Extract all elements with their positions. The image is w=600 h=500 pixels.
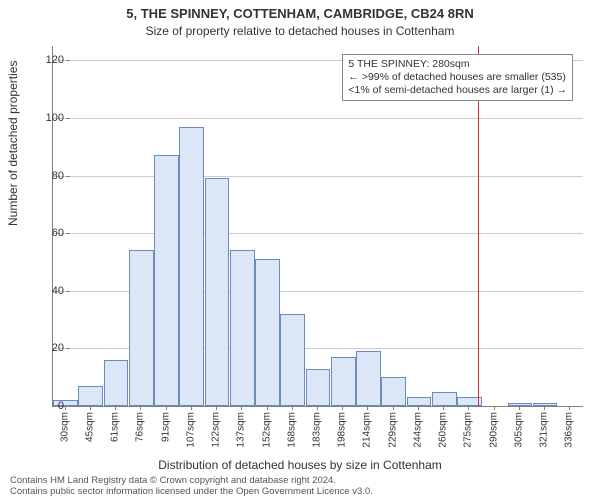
x-tick-label: 152sqm <box>261 412 272 448</box>
y-tick-label: 80 <box>34 170 64 182</box>
x-tick-mark <box>216 406 217 410</box>
histogram-bar <box>331 357 356 406</box>
x-tick-label: 107sqm <box>185 412 196 448</box>
x-tick-mark <box>267 406 268 410</box>
x-tick-label: 244sqm <box>412 412 423 448</box>
x-tick-label: 91sqm <box>160 412 171 442</box>
histogram-bar <box>381 377 406 406</box>
x-tick-mark <box>90 406 91 410</box>
x-tick-label: 137sqm <box>236 412 247 448</box>
histogram-bar <box>104 360 129 406</box>
annotation-line-2: ← >99% of detached houses are smaller (5… <box>348 71 567 84</box>
histogram-bar <box>230 250 255 406</box>
x-tick-label: 168sqm <box>286 412 297 448</box>
x-tick-label: 214sqm <box>362 412 373 448</box>
histogram-bar <box>432 392 457 406</box>
histogram-bar <box>78 386 103 406</box>
histogram-bar <box>129 250 154 406</box>
x-tick-mark <box>544 406 545 410</box>
x-tick-label: 61sqm <box>110 412 121 442</box>
annotation-box: 5 THE SPINNEY: 280sqm ← >99% of detached… <box>342 54 573 101</box>
histogram-bar <box>280 314 305 406</box>
chart-title-main: 5, THE SPINNEY, COTTENHAM, CAMBRIDGE, CB… <box>0 6 600 21</box>
histogram-bar <box>205 178 230 406</box>
histogram-bar <box>508 403 533 406</box>
histogram-bar <box>306 369 331 406</box>
x-tick-label: 305sqm <box>513 412 524 448</box>
chart-title-sub: Size of property relative to detached ho… <box>0 24 600 38</box>
x-tick-mark <box>494 406 495 410</box>
x-tick-mark <box>367 406 368 410</box>
gridline-h <box>53 233 583 234</box>
x-tick-mark <box>115 406 116 410</box>
y-axis-label: Number of detached properties <box>6 61 20 226</box>
histogram-bar <box>356 351 381 406</box>
property-size-histogram: 5, THE SPINNEY, COTTENHAM, CAMBRIDGE, CB… <box>0 0 600 500</box>
x-tick-mark <box>443 406 444 410</box>
y-tick-label: 40 <box>34 285 64 297</box>
y-tick-label: 60 <box>34 227 64 239</box>
histogram-bar <box>407 397 432 406</box>
x-tick-label: 45sqm <box>84 412 95 442</box>
y-tick-label: 100 <box>34 112 64 124</box>
x-tick-label: 260sqm <box>438 412 449 448</box>
x-tick-label: 321sqm <box>539 412 550 448</box>
x-tick-mark <box>292 406 293 410</box>
x-tick-label: 76sqm <box>135 412 146 442</box>
x-tick-mark <box>191 406 192 410</box>
annotation-line-1: 5 THE SPINNEY: 280sqm <box>348 58 567 71</box>
x-tick-label: 30sqm <box>59 412 70 442</box>
x-tick-mark <box>468 406 469 410</box>
footer-line-2: Contains public sector information licen… <box>10 487 373 498</box>
y-tick-label: 0 <box>34 400 64 412</box>
y-tick-label: 20 <box>34 342 64 354</box>
footer-attribution: Contains HM Land Registry data © Crown c… <box>10 476 373 498</box>
x-tick-mark <box>418 406 419 410</box>
x-tick-label: 198sqm <box>337 412 348 448</box>
x-tick-mark <box>519 406 520 410</box>
x-tick-mark <box>569 406 570 410</box>
gridline-h <box>53 176 583 177</box>
plot-area: 5 THE SPINNEY: 280sqm ← >99% of detached… <box>52 46 583 407</box>
x-tick-mark <box>241 406 242 410</box>
x-tick-mark <box>393 406 394 410</box>
x-tick-mark <box>166 406 167 410</box>
histogram-bar <box>179 127 204 406</box>
x-tick-mark <box>65 406 66 410</box>
x-tick-label: 229sqm <box>387 412 398 448</box>
y-tick-label: 120 <box>34 54 64 66</box>
x-tick-mark <box>342 406 343 410</box>
x-tick-label: 183sqm <box>312 412 323 448</box>
x-tick-mark <box>140 406 141 410</box>
histogram-bar <box>154 155 179 406</box>
x-tick-label: 336sqm <box>564 412 575 448</box>
annotation-line-3: <1% of semi-detached houses are larger (… <box>348 84 567 97</box>
gridline-h <box>53 118 583 119</box>
histogram-bar <box>255 259 280 406</box>
x-tick-label: 275sqm <box>463 412 474 448</box>
x-tick-label: 290sqm <box>488 412 499 448</box>
x-axis-label: Distribution of detached houses by size … <box>0 458 600 472</box>
x-tick-mark <box>317 406 318 410</box>
x-tick-label: 122sqm <box>211 412 222 448</box>
